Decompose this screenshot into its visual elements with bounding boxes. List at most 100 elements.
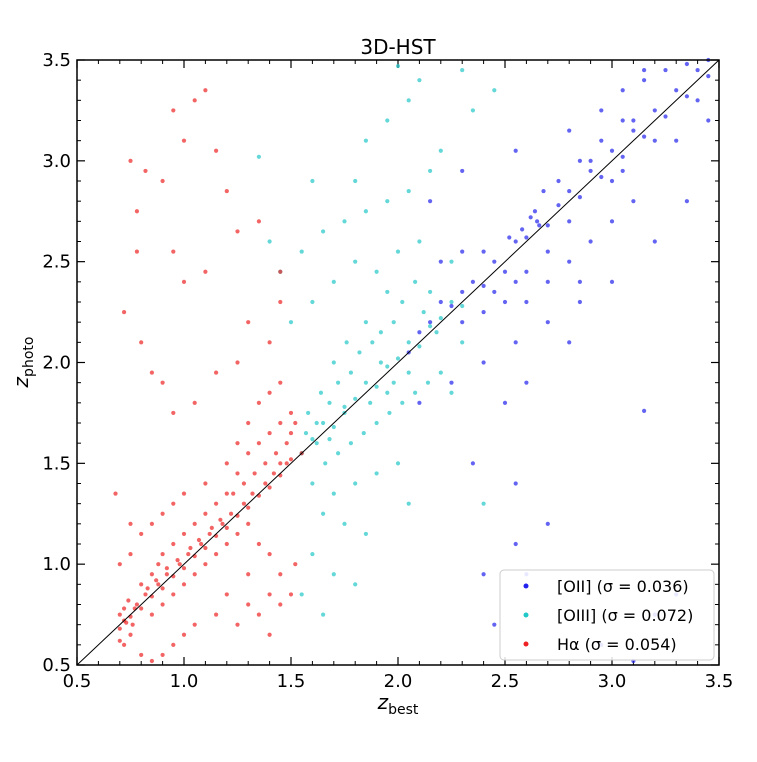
oiii-point	[428, 168, 433, 174]
halpha-point	[278, 602, 283, 607]
halpha-point	[121, 606, 127, 611]
oiii-point	[385, 289, 390, 295]
oii-point	[481, 249, 486, 254]
oiii-point	[470, 108, 475, 113]
y-axis-title-main: z	[9, 376, 33, 388]
oii-point	[684, 199, 690, 204]
oiii-point	[378, 330, 383, 335]
oii-point	[470, 461, 475, 466]
oiii-point	[353, 178, 358, 184]
oiii-point	[438, 148, 443, 153]
plot-border	[76, 59, 720, 666]
legend-box	[499, 569, 715, 661]
oiii-point	[395, 63, 401, 69]
oii-point	[507, 235, 512, 240]
oii-point	[460, 249, 465, 254]
halpha-point	[177, 562, 182, 567]
halpha-point	[246, 572, 251, 577]
halpha-point	[196, 537, 202, 543]
halpha-point	[171, 108, 176, 113]
oii-point	[620, 168, 625, 174]
oii-point	[652, 108, 657, 113]
oii-point	[652, 239, 657, 244]
oii-point	[609, 178, 615, 184]
halpha-point	[250, 491, 255, 496]
halpha-point	[278, 572, 283, 577]
oii-point	[545, 279, 550, 284]
oiii-point	[353, 259, 358, 264]
x-axis-title: zbest	[377, 690, 419, 718]
oiii-point	[310, 481, 315, 486]
oiii-point	[353, 396, 358, 401]
halpha-point	[188, 545, 193, 551]
oii-point	[588, 158, 593, 163]
oiii-point	[374, 384, 379, 389]
halpha-point	[203, 562, 208, 567]
oiii-point	[335, 451, 341, 456]
oii-point	[706, 118, 711, 123]
oii-point	[674, 88, 679, 93]
oiii-point	[321, 511, 326, 516]
oiii-point	[363, 138, 368, 143]
oii-point	[620, 88, 625, 93]
halpha-point	[117, 562, 122, 567]
oiii-point	[406, 370, 411, 375]
y-tick-label: 2.5	[42, 252, 71, 273]
oiii-point	[310, 178, 315, 184]
oii-point	[674, 138, 679, 143]
halpha-point	[288, 592, 294, 597]
oiii-point	[363, 209, 368, 214]
halpha-point	[224, 461, 229, 466]
halpha-point	[117, 612, 122, 617]
oiii-point	[395, 249, 401, 254]
oiii-point	[331, 424, 336, 430]
halpha-point	[134, 602, 140, 607]
halpha-point	[160, 602, 165, 607]
oii-point	[577, 299, 583, 305]
oii-point	[524, 299, 529, 305]
halpha-point	[228, 511, 234, 516]
halpha-point	[203, 88, 208, 93]
oii-point	[545, 521, 550, 526]
halpha-point	[278, 461, 283, 466]
halpha-point	[192, 572, 197, 577]
halpha-point	[207, 531, 212, 537]
halpha-point	[235, 360, 240, 365]
oiii-point	[310, 437, 315, 442]
oiii-point	[413, 390, 418, 395]
oii-point	[502, 400, 508, 405]
oiii-point	[361, 430, 366, 436]
oiii-point	[344, 340, 349, 345]
oiii-point	[395, 461, 401, 466]
oii-point	[642, 78, 647, 83]
oii-point	[417, 330, 422, 335]
halpha-point	[154, 578, 159, 583]
oiii-point	[353, 481, 358, 486]
oii-point	[609, 279, 615, 284]
halpha-point	[256, 219, 261, 224]
halpha-point	[160, 586, 165, 591]
oii-point	[492, 289, 497, 295]
oii-point	[513, 541, 518, 547]
halpha-point	[241, 481, 247, 486]
oiii-point	[306, 410, 311, 416]
halpha-point	[156, 582, 161, 587]
halpha-point	[139, 531, 144, 537]
oiii-point	[314, 441, 319, 446]
x-tick-label: 3.5	[705, 671, 734, 692]
oiii-point	[421, 309, 426, 315]
oiii-point	[321, 420, 326, 426]
legend-label-oiii: [OIII] (σ = 0.072)	[557, 606, 693, 625]
y-tick-label: 1.5	[42, 453, 71, 474]
halpha-point	[171, 410, 176, 416]
oiii-point	[370, 340, 375, 345]
halpha-point	[224, 188, 229, 194]
oiii-point	[385, 199, 390, 204]
halpha-point	[278, 420, 283, 426]
halpha-point	[246, 505, 251, 510]
halpha-point	[267, 390, 272, 395]
oiii-point	[385, 390, 390, 395]
halpha-point	[224, 525, 229, 530]
halpha-point	[128, 551, 133, 557]
halpha-point	[224, 541, 229, 547]
